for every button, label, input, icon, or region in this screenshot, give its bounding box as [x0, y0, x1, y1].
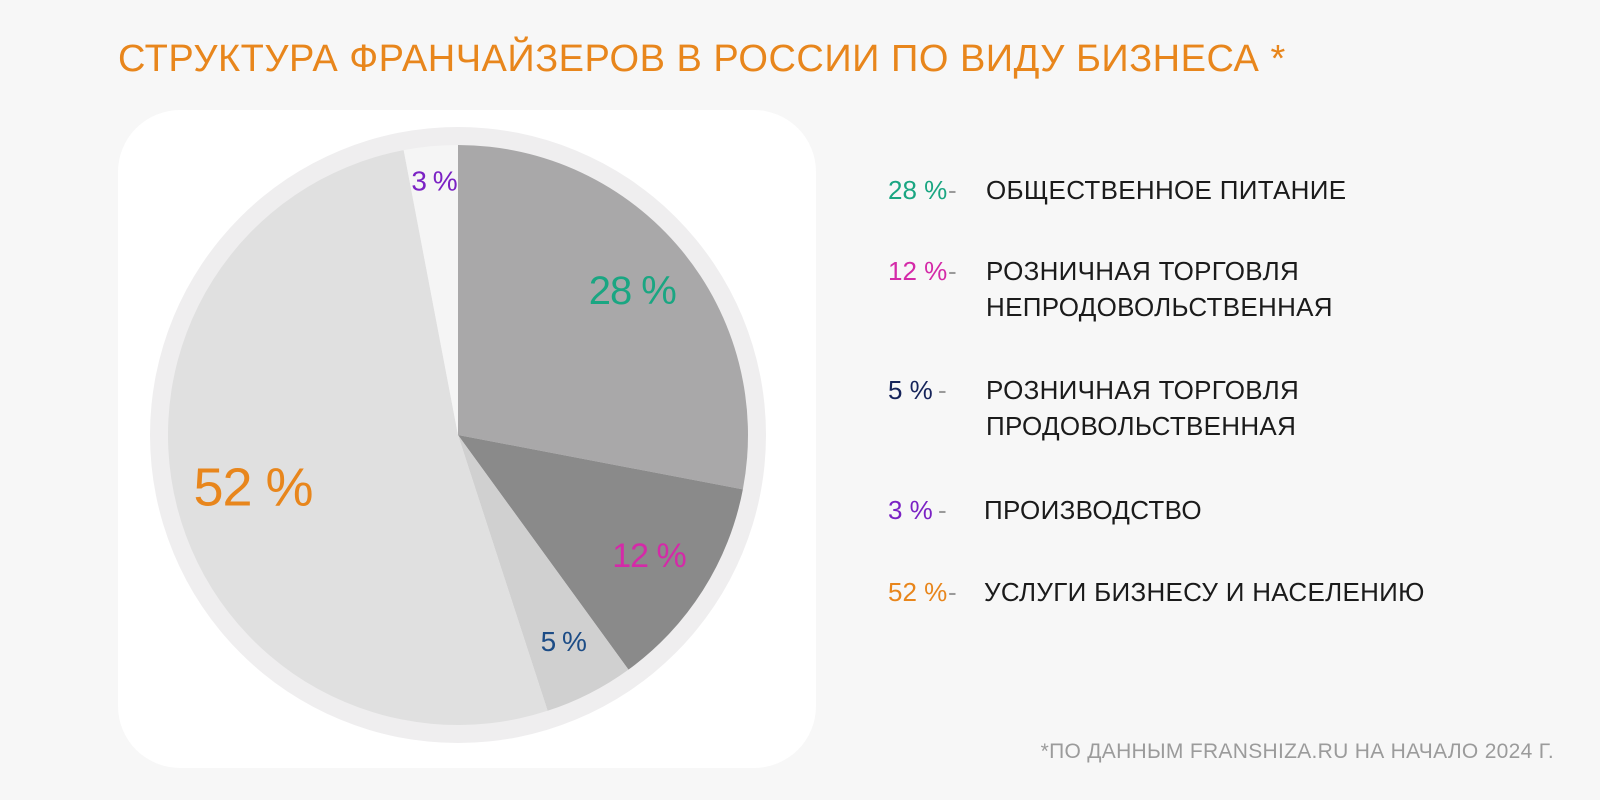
footnote: *ПО ДАННЫМ FRANSHIZA.RU НА НАЧАЛО 2024 Г… [1040, 740, 1554, 763]
pie-value-labels: 28 % 12 % 5 % 52 % 3 % [193, 165, 687, 657]
pie-slice [167, 150, 548, 726]
legend-value: 3 % [888, 495, 933, 525]
legend-label: РОЗНИЧНАЯ ТОРГОВЛЯ НЕПРОДОВОЛЬСТВЕННАЯ [986, 253, 1333, 325]
legend: 28 % - ОБЩЕСТВЕННОЕ ПИТАНИЕ 12 % - РОЗНИ… [888, 0, 1588, 800]
legend-label: ОБЩЕСТВЕННОЕ ПИТАНИЕ [986, 172, 1346, 208]
pie-slice [458, 145, 748, 490]
legend-value: 12 % [888, 256, 948, 286]
legend-label-line: ПРОДОВОЛЬСТВЕННАЯ [986, 411, 1297, 441]
legend-separator: - [938, 495, 947, 525]
legend-label: УСЛУГИ БИЗНЕСУ И НАСЕЛЕНИЮ [984, 574, 1425, 610]
pie-slice [403, 145, 458, 435]
pie-value-label: 5 % [541, 626, 586, 657]
legend-label-line: ПРОИЗВОДСТВО [984, 495, 1202, 525]
legend-separator: - [948, 256, 957, 286]
pie-value-label: 52 % [193, 458, 312, 518]
legend-label: РОЗНИЧНАЯ ТОРГОВЛЯ ПРОДОВОЛЬСТВЕННАЯ [986, 372, 1299, 444]
legend-label-line: УСЛУГИ БИЗНЕСУ И НАСЕЛЕНИЮ [984, 577, 1425, 607]
legend-value: 28 % [888, 175, 948, 205]
legend-label-line: РОЗНИЧНАЯ ТОРГОВЛЯ [986, 256, 1300, 286]
legend-separator: - [938, 375, 947, 405]
chart-title: СТРУКТУРА ФРАНЧАЙЗЕРОВ В РОССИИ ПО ВИДУ … [118, 38, 1286, 80]
pie-value-label: 28 % [589, 269, 677, 313]
legend-value: 5 % [888, 375, 933, 405]
legend-label: ПРОИЗВОДСТВО [984, 492, 1202, 528]
pie-value-label: 3 % [411, 165, 456, 196]
pie-value-label: 12 % [612, 537, 686, 575]
legend-label-line: ОБЩЕСТВЕННОЕ ПИТАНИЕ [986, 175, 1347, 205]
legend-separator: - [948, 577, 957, 607]
pie-slice [458, 435, 629, 711]
pie-slice [458, 435, 743, 670]
pie-slices [167, 145, 748, 726]
legend-label-line: НЕПРОДОВОЛЬСТВЕННАЯ [986, 292, 1333, 322]
legend-value: 52 % [888, 577, 948, 607]
legend-label-line: РОЗНИЧНАЯ ТОРГОВЛЯ [986, 375, 1300, 405]
legend-separator: - [948, 175, 957, 205]
chart-card: 28 % 12 % 5 % 52 % 3 % [118, 110, 816, 768]
pie-chart: 28 % 12 % 5 % 52 % 3 % [150, 127, 766, 743]
